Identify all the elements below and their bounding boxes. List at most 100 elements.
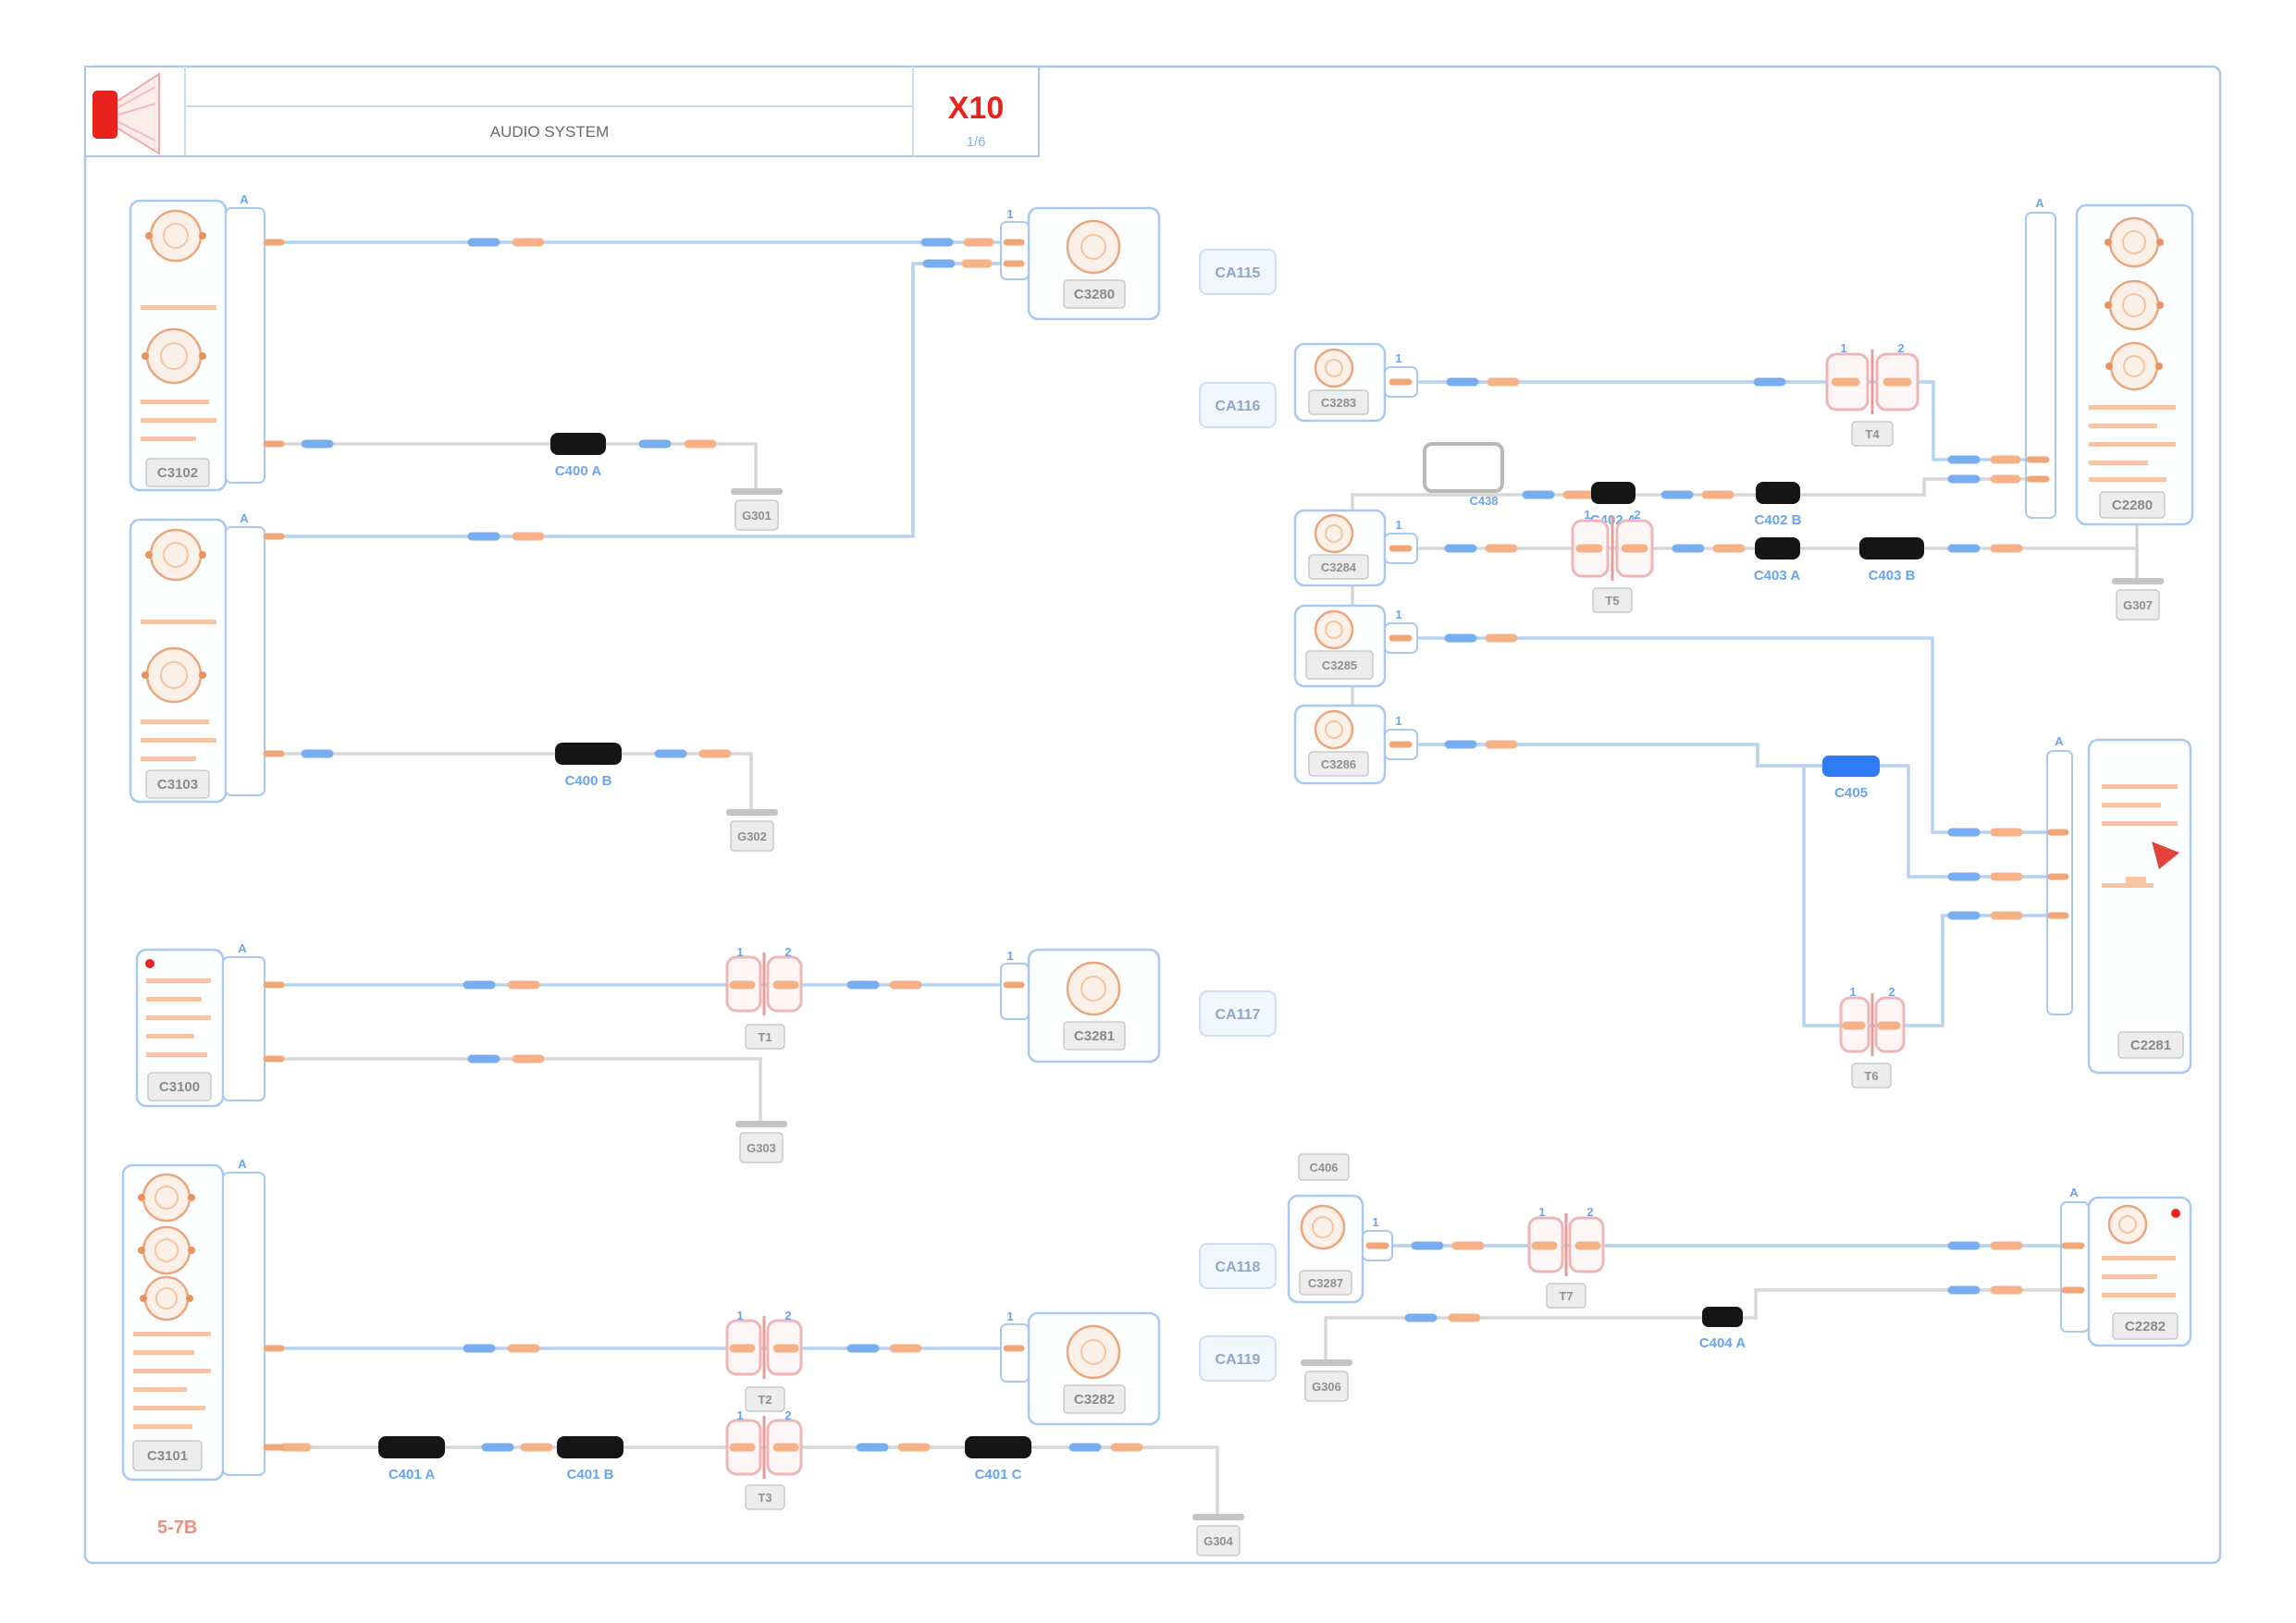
connector-label: A — [2055, 734, 2064, 748]
splice-connector[interactable] — [1591, 482, 1636, 504]
ground-label: G301 — [742, 509, 772, 523]
pin-label: 1 — [1395, 714, 1401, 728]
callout[interactable] — [1199, 990, 1277, 1037]
component-B2[interactable]: C3284 1 — [1293, 509, 1418, 587]
wire — [1351, 477, 2026, 723]
twisted-pair[interactable]: 1 2 T3 — [725, 1408, 803, 1510]
pin-label: 2 — [1897, 341, 1904, 355]
ground-symbol[interactable]: G301 — [731, 488, 783, 531]
component-label: C2281 — [2130, 1038, 2171, 1053]
twisted-pair-label: T2 — [758, 1393, 772, 1407]
splice-connector[interactable] — [1755, 537, 1800, 559]
ground-symbol[interactable]: G304 — [1192, 1514, 1244, 1556]
component-L1[interactable]: A C3102 — [129, 192, 285, 492]
pin-label: 1 — [736, 1408, 743, 1422]
component-B4[interactable]: C3286 1 — [1293, 704, 1418, 785]
component-RM[interactable]: A C2281 — [2046, 734, 2192, 1075]
component-B5[interactable]: C3287 1 — [1287, 1194, 1393, 1304]
twisted-pair[interactable]: 1 2 T2 — [725, 1309, 803, 1412]
pin-label: 1 — [1006, 207, 1013, 221]
twisted-pair[interactable]: 1 2 T7 — [1527, 1205, 1605, 1309]
ground-label: G304 — [1204, 1534, 1234, 1548]
splice-label: C404 A — [1699, 1335, 1746, 1351]
twisted-pair[interactable]: 1 2 T6 — [1839, 985, 1906, 1088]
twisted-pair[interactable]: 1 2 T1 — [725, 945, 803, 1050]
page-border — [83, 65, 2222, 1565]
component-label: C3282 — [1074, 1392, 1115, 1408]
splice-connector[interactable] — [1702, 1307, 1743, 1327]
twisted-pair-symbols: 1 2 T1 1 2 T2 1 2 T3 — [725, 341, 1920, 1510]
splice-connector[interactable] — [555, 743, 622, 765]
pin-label: 1 — [736, 1309, 743, 1322]
component-M3[interactable]: 1 C3281 — [1000, 948, 1161, 1064]
splice-connector[interactable] — [1859, 537, 1924, 559]
pin-label: 2 — [784, 1309, 791, 1322]
title-block: AUDIO SYSTEM X10 1/6 — [84, 66, 1040, 157]
splice-connector[interactable] — [1756, 482, 1800, 504]
wire — [1417, 743, 2047, 879]
splice-label: C403 B — [1869, 568, 1916, 584]
splice-label: C405 — [1834, 785, 1868, 801]
component-L4[interactable]: A C3101 — [121, 1157, 285, 1482]
pin-label: 1 — [1584, 508, 1590, 522]
twisted-pair[interactable]: 1 2 T5 — [1571, 508, 1654, 613]
ground-symbol[interactable]: G306 — [1301, 1359, 1352, 1402]
connector-label: A — [238, 1157, 247, 1171]
ground-label: G307 — [2123, 598, 2153, 612]
component-label: C3102 — [157, 465, 198, 481]
callout[interactable] — [1199, 249, 1277, 295]
connector-label: A — [238, 941, 247, 955]
component-RB[interactable]: A C2282 — [2060, 1186, 2192, 1347]
connector-label: A — [2069, 1186, 2079, 1199]
pin-label: 1 — [1538, 1205, 1545, 1219]
wire — [265, 752, 753, 809]
component-label: C3101 — [147, 1448, 188, 1464]
twisted-pair-label: T1 — [758, 1030, 772, 1044]
wire — [265, 442, 758, 488]
twisted-pair[interactable]: 1 2 T4 — [1825, 341, 1920, 447]
callout[interactable] — [1199, 1335, 1277, 1382]
ground-symbol[interactable]: G303 — [735, 1121, 787, 1163]
component-L2[interactable]: A C3103 — [129, 511, 285, 804]
splice-label: C401 B — [567, 1467, 614, 1482]
page-indicator: 1/6 — [967, 134, 986, 150]
component-RT[interactable]: A C2280 — [2025, 196, 2194, 526]
wire-color-ticks — [280, 238, 2023, 1452]
red-marker-dot — [2171, 1209, 2180, 1218]
component-M1[interactable]: 1 C3280 — [1000, 206, 1161, 321]
component-label: C3283 — [1321, 396, 1356, 410]
wire — [265, 1057, 762, 1121]
component-label: C3287 — [1308, 1276, 1343, 1290]
component-GB[interactable]: C438 — [1423, 442, 1504, 508]
callout-text: CA117 — [1216, 1007, 1261, 1023]
component-L3[interactable]: A C3100 — [135, 941, 285, 1108]
callout[interactable] — [1199, 1243, 1277, 1289]
splice-connector-blue[interactable] — [1822, 756, 1880, 777]
pin-label: 2 — [1634, 508, 1640, 522]
callout[interactable] — [1199, 382, 1277, 428]
twisted-pair-label: T4 — [1865, 427, 1880, 441]
floating-label: C406 — [1298, 1153, 1350, 1181]
splice-connector[interactable] — [550, 433, 606, 455]
splice-connector[interactable] — [378, 1436, 445, 1458]
ground-symbol[interactable]: G307 — [2112, 578, 2164, 621]
component-label: C3285 — [1322, 658, 1357, 672]
red-arrow-marker — [2152, 842, 2179, 869]
splice-connector[interactable] — [965, 1436, 1031, 1458]
component-label: C3280 — [1074, 287, 1115, 302]
twisted-pair-label: T7 — [1559, 1289, 1573, 1303]
component-note: 5-7B — [157, 1518, 197, 1538]
ground-symbol[interactable]: G302 — [726, 809, 778, 852]
splice-connector[interactable] — [557, 1436, 623, 1458]
connector-label: A — [240, 511, 249, 525]
component-B3[interactable]: C3285 1 — [1293, 604, 1418, 688]
ground-label: G306 — [1312, 1380, 1341, 1394]
wire — [265, 262, 1001, 538]
component-label: C2280 — [2112, 498, 2153, 513]
wire — [1417, 380, 2026, 461]
component-B1[interactable]: C3283 1 — [1293, 342, 1418, 423]
ground-label: G302 — [737, 830, 767, 843]
component-M4[interactable]: 1 C3282 — [1000, 1309, 1161, 1426]
twisted-pair-label: T6 — [1864, 1069, 1878, 1083]
